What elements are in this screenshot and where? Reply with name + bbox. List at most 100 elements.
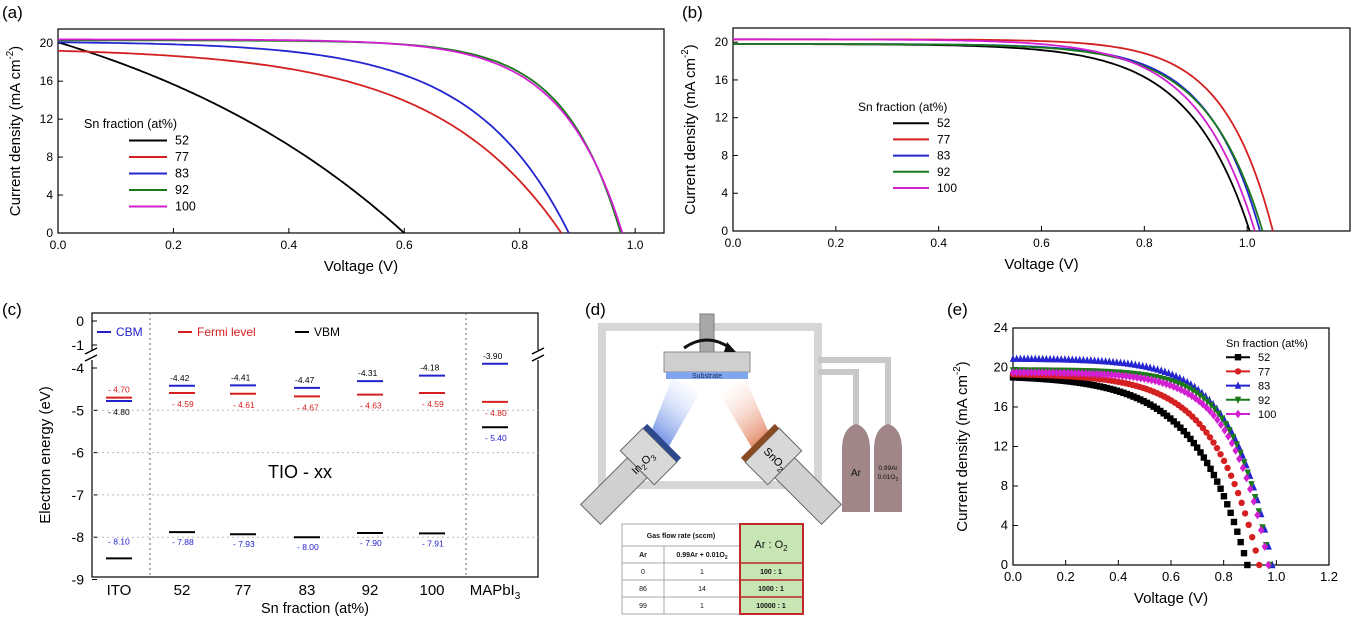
data-point-83 <box>1169 370 1176 378</box>
plot-frame <box>1012 327 1330 566</box>
fermi-value-77: - 4.61 <box>233 400 255 410</box>
panel-label-c: (c) <box>2 300 22 319</box>
data-point-52 <box>1227 509 1234 517</box>
cbm-value-83: -4.47 <box>295 375 315 385</box>
data-point-92 <box>1233 441 1240 449</box>
data-point-77 <box>1213 444 1221 452</box>
data-point-83 <box>1239 451 1246 459</box>
tank-label-mix-1: 0.99Ar <box>878 465 898 472</box>
data-point-77 <box>1231 480 1238 488</box>
data-point-92 <box>1189 387 1196 396</box>
legend-label-92: 92 <box>937 165 951 179</box>
data-point-100 <box>1217 420 1225 429</box>
data-point-100 <box>1046 368 1053 377</box>
data-point-52 <box>1180 428 1187 435</box>
data-point-52 <box>1157 407 1164 415</box>
axis-break-right-icon <box>531 347 545 362</box>
data-point-77 <box>1227 472 1235 479</box>
data-point-100 <box>1130 372 1137 382</box>
holder-plate <box>663 351 751 373</box>
data-point-100 <box>1203 403 1210 412</box>
data-point-100 <box>1214 415 1221 424</box>
y-tick-label: -8 <box>72 529 85 545</box>
x-axis-label: Voltage (V) <box>1004 256 1078 273</box>
fermi-value-92: - 4.63 <box>360 401 382 411</box>
data-point-100 <box>1082 369 1090 378</box>
data-point-52 <box>1143 399 1151 407</box>
y-tick-label: 20 <box>40 36 54 50</box>
data-point-100 <box>1038 368 1046 377</box>
data-point-77 <box>1238 499 1245 507</box>
table-row-2-mix: 14 <box>698 586 706 593</box>
data-point-92 <box>1215 410 1222 418</box>
legend-label-52: 52 <box>1258 352 1270 364</box>
data-point-52 <box>1133 394 1141 402</box>
data-point-52 <box>1043 376 1050 383</box>
x-tick-label: 0.4 <box>1109 569 1127 584</box>
data-point-100 <box>1115 371 1123 380</box>
x-tick-label: 0.2 <box>165 238 182 252</box>
x-tick-label: 0.8 <box>1215 569 1233 584</box>
data-point-100 <box>1210 411 1217 420</box>
y-tick-label: -6 <box>72 445 85 461</box>
cbm-value-92: -4.31 <box>358 368 378 378</box>
data-point-52 <box>1093 382 1100 389</box>
data-point-77 <box>1210 439 1217 446</box>
vbm-value-77: - 7.93 <box>233 539 255 549</box>
fermi-value-MAPbI: - 4.80 <box>485 408 507 418</box>
table-col-mix: 0.99Ar + 0.01O2 <box>676 552 727 561</box>
data-point-100 <box>1086 369 1093 378</box>
data-point-77 <box>1245 521 1252 529</box>
data-point-92 <box>1222 420 1229 429</box>
category-label-MAPbI: MAPbI3 <box>470 582 521 602</box>
y-tick-label: -9 <box>72 572 85 588</box>
data-point-52 <box>1240 549 1248 557</box>
y-tick-label: 20 <box>994 360 1008 375</box>
axis-break-left-icon <box>84 347 98 362</box>
data-point-83 <box>1135 361 1143 369</box>
plot-frame <box>57 28 665 234</box>
data-point-77 <box>1256 561 1263 569</box>
plume-right <box>720 380 772 448</box>
substrate <box>666 372 748 379</box>
data-point-52 <box>1026 374 1033 382</box>
data-point-83 <box>1161 367 1169 375</box>
data-point-77 <box>1248 533 1256 541</box>
data-point-100 <box>1111 370 1119 380</box>
data-point-52 <box>1160 410 1167 417</box>
cbm-value-MAPbI: -3.90 <box>483 351 503 361</box>
data-point-83 <box>1158 366 1165 374</box>
data-point-100 <box>1097 369 1104 379</box>
cbm-value-100: -4.18 <box>420 363 440 373</box>
data-point-100 <box>1017 368 1024 377</box>
data-point-83 <box>1143 362 1150 370</box>
data-point-83 <box>1146 363 1154 371</box>
data-point-92 <box>1248 481 1255 489</box>
x-tick-label: 0.0 <box>50 238 67 252</box>
x-tick-label: 0.0 <box>1004 569 1022 584</box>
x-tick-label: 0.6 <box>1162 569 1180 584</box>
data-point-100 <box>1119 371 1126 380</box>
data-point-100 <box>1035 368 1042 377</box>
data-point-52 <box>1033 375 1040 382</box>
data-point-52 <box>1086 381 1094 388</box>
y-tick-label: -5 <box>72 402 85 418</box>
data-point-100 <box>1239 463 1247 473</box>
data-point-83 <box>1154 365 1161 373</box>
data-point-52 <box>1056 377 1064 384</box>
data-point-77 <box>1234 489 1242 497</box>
table-row-1-mix: 1 <box>700 569 704 576</box>
ratio-column <box>739 523 804 615</box>
cbm-value-52: -4.42 <box>170 373 190 383</box>
table-row-3-ar: 99 <box>639 603 647 610</box>
data-point-100 <box>1250 497 1258 506</box>
data-point-92 <box>1200 395 1207 403</box>
y-tick-label: 8 <box>1001 478 1008 493</box>
y-tick-label: 8 <box>721 148 728 162</box>
legend-marker-100 <box>1234 409 1242 419</box>
legend-marker-77 <box>1234 368 1242 375</box>
sputter-gun-right <box>740 423 843 526</box>
data-point-77 <box>1199 424 1207 432</box>
x-tick-label: 0.4 <box>281 238 298 252</box>
x-tick-label: 0.6 <box>396 238 413 252</box>
